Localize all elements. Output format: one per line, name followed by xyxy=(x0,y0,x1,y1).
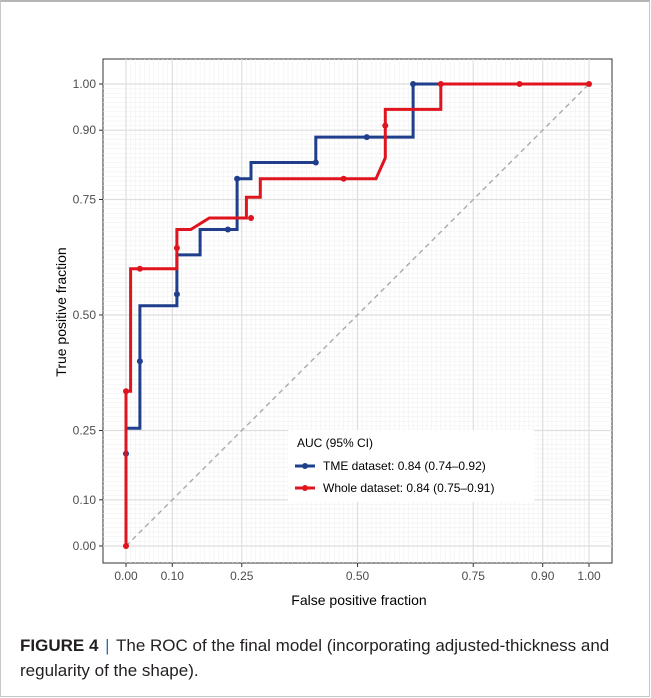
x-tick-label: 0.00 xyxy=(114,569,138,583)
series-point-1 xyxy=(224,226,231,233)
legend-box xyxy=(288,430,534,502)
x-tick-label: 0.90 xyxy=(531,569,555,583)
x-tick-label: 0.25 xyxy=(230,569,254,583)
series-point-1 xyxy=(312,159,319,166)
series-point-1 xyxy=(173,291,180,298)
legend-label-1: TME dataset: 0.84 (0.74–0.92) xyxy=(323,459,486,473)
y-axis-title: True positive fraction xyxy=(53,247,69,376)
y-tick-label: 0.10 xyxy=(73,493,97,507)
x-tick-label: 0.10 xyxy=(161,569,185,583)
series-layer xyxy=(123,81,592,549)
legend-key-point-2 xyxy=(302,485,308,491)
series-point-1 xyxy=(234,175,241,182)
caption-label: FIGURE 4 xyxy=(20,636,99,655)
major-grid xyxy=(103,59,612,563)
series-point-2 xyxy=(173,245,180,252)
series-line-2 xyxy=(124,82,589,546)
series-point-1 xyxy=(410,81,417,87)
series-point-2 xyxy=(437,81,444,87)
series-point-2 xyxy=(123,388,129,395)
legend-title: AUC (95% CI) xyxy=(297,436,373,450)
series-point-2 xyxy=(516,81,523,87)
y-tick-label: 0.75 xyxy=(73,193,97,207)
legend-key-point-1 xyxy=(302,463,308,469)
y-tick-label: 0.50 xyxy=(73,308,97,322)
reference-diagonal xyxy=(125,83,590,547)
x-tick-label: 1.00 xyxy=(577,569,601,583)
series-point-2 xyxy=(248,214,255,221)
figure-caption: FIGURE 4 | The ROC of the final model (i… xyxy=(20,633,632,683)
series-point-1 xyxy=(363,134,370,141)
y-tick-label: 1.00 xyxy=(73,77,97,91)
legend-label-2: Whole dataset: 0.84 (0.75–0.91) xyxy=(323,481,494,495)
series-line-1 xyxy=(124,82,589,546)
y-tick-label: 0.25 xyxy=(73,424,97,438)
caption-text: The ROC of the final model (incorporatin… xyxy=(20,636,610,680)
roc-chart: 0.00 0.10 0.25 0.50 0.75 0.90 1.00 0.00 0.10 0.2… xyxy=(53,58,613,608)
legend: AUC (95% CI) TME dataset: 0.84 (0.74–0.9… xyxy=(288,430,534,502)
y-tick-label: 0.90 xyxy=(73,123,97,137)
caption-separator: | xyxy=(105,636,110,655)
series-point-2 xyxy=(340,175,347,182)
series-point-2 xyxy=(136,265,143,272)
y-tick-label: 0.00 xyxy=(73,539,97,553)
x-tick-label: 0.75 xyxy=(462,569,486,583)
series-point-2 xyxy=(586,81,592,87)
y-axis-ticks: 0.00 0.10 0.25 0.50 0.75 0.90 1.00 xyxy=(73,77,103,553)
x-axis-ticks: 0.00 0.10 0.25 0.50 0.75 0.90 1.00 xyxy=(114,563,601,583)
series-point-1 xyxy=(136,358,143,365)
x-tick-label: 0.50 xyxy=(346,569,370,583)
series-point-2 xyxy=(123,543,129,549)
series-point-2 xyxy=(382,122,389,129)
x-axis-title: False positive fraction xyxy=(291,592,426,608)
